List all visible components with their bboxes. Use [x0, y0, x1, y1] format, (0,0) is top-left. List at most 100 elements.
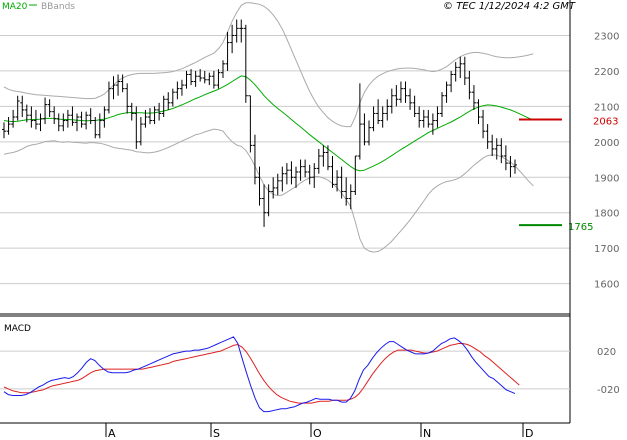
- price-bar: [15, 95, 20, 121]
- price-bar: [421, 109, 426, 128]
- price-bar: [93, 117, 98, 139]
- price-bar: [316, 148, 321, 174]
- price-bar: [458, 56, 463, 78]
- price-bar: [449, 70, 454, 93]
- price-bar: [157, 102, 162, 121]
- macd-y-tick-label: -020: [597, 385, 620, 396]
- price-bar: [380, 106, 385, 128]
- price-bar: [398, 81, 403, 103]
- price-bar: [490, 134, 495, 156]
- price-bar: [376, 99, 381, 125]
- resistance-label: 2063: [593, 116, 618, 127]
- macd-title: MACD: [4, 324, 31, 334]
- macd-y-tick-label: 020: [597, 347, 616, 358]
- price-bar: [20, 95, 25, 117]
- price-bar: [189, 69, 194, 86]
- price-bar: [120, 74, 125, 93]
- price-bar: [503, 145, 508, 171]
- price-bar: [417, 106, 422, 128]
- price-bar: [307, 164, 312, 185]
- price-bar: [6, 117, 11, 135]
- bband-upper: [3, 2, 534, 128]
- price-panel: 2063 1765 1600 1700 1800 1900 2000 2100 2200 230…: [0, 2, 619, 291]
- price-bar: [221, 60, 225, 78]
- price-bar: [52, 106, 57, 125]
- price-bar: [312, 163, 317, 188]
- price-bar: [262, 184, 267, 227]
- macd-line: [3, 336, 516, 413]
- price-bar: [294, 166, 298, 188]
- price-bar: [216, 69, 221, 89]
- price-bar: [453, 62, 458, 82]
- price-bar: [257, 166, 262, 206]
- price-bar: [394, 85, 399, 107]
- price-bar: [243, 24, 248, 103]
- price-bar: [152, 106, 157, 125]
- price-bar: [344, 177, 349, 206]
- price-bar: [33, 109, 38, 130]
- price-bar: [239, 19, 244, 43]
- price-bar: [111, 76, 116, 100]
- price-bar: [56, 113, 61, 132]
- price-bar: [435, 106, 440, 128]
- price-bars: [2, 19, 517, 227]
- price-bar: [362, 113, 367, 146]
- price-bar: [61, 113, 66, 132]
- price-bar: [43, 97, 48, 125]
- price-bar: [440, 92, 444, 117]
- price-bar: [97, 113, 102, 139]
- price-bar: [385, 99, 390, 121]
- price-bar: [284, 163, 289, 185]
- price-bar: [129, 102, 134, 121]
- price-bar: [353, 155, 358, 195]
- price-bar: [138, 117, 143, 146]
- price-bar: [166, 92, 171, 110]
- price-bar: [75, 113, 79, 132]
- price-bar: [230, 24, 235, 54]
- price-bar: [289, 161, 294, 185]
- price-bar: [499, 138, 504, 164]
- price-bar: [357, 83, 362, 160]
- price-bar: [330, 156, 335, 188]
- price-bar: [102, 106, 107, 128]
- month-label: N: [423, 427, 431, 440]
- price-bar: [339, 166, 344, 199]
- macd-y-ticks: 020 -020: [597, 347, 620, 396]
- price-bar: [84, 111, 89, 130]
- price-y-tick-label: 1700: [594, 244, 619, 255]
- price-y-tick-label: 2300: [594, 31, 619, 42]
- price-bar: [193, 70, 198, 87]
- price-bar: [266, 184, 271, 217]
- price-bar: [202, 70, 207, 84]
- price-bar: [125, 83, 130, 114]
- price-levels: 2063 1765: [519, 116, 618, 233]
- price-bar: [471, 85, 476, 110]
- price-bar: [476, 99, 481, 125]
- price-bar: [211, 70, 216, 89]
- price-bar: [70, 106, 75, 126]
- price-bar: [134, 106, 139, 149]
- price-bar: [184, 70, 189, 89]
- copyright-timestamp: © TEC 1/12/2024 4:2 GMT: [443, 1, 576, 12]
- price-bar: [371, 106, 376, 132]
- price-bar: [47, 99, 52, 117]
- price-y-tick-label: 2000: [594, 138, 619, 149]
- month-label: D: [525, 427, 533, 440]
- price-bar: [161, 95, 166, 117]
- macd-lines: [3, 336, 520, 413]
- price-bar: [175, 81, 180, 100]
- price-bar: [462, 56, 467, 86]
- legend-ma20: MA20: [2, 2, 28, 12]
- price-bar: [65, 109, 70, 128]
- price-bar: [403, 81, 408, 103]
- price-bar: [508, 156, 513, 178]
- price-bar: [179, 79, 184, 96]
- price-bar: [148, 108, 152, 125]
- price-bar: [335, 170, 340, 192]
- price-bar: [367, 120, 371, 146]
- price-bar: [408, 88, 413, 110]
- price-y-tick-label: 1800: [594, 209, 619, 220]
- price-bar: [467, 70, 472, 100]
